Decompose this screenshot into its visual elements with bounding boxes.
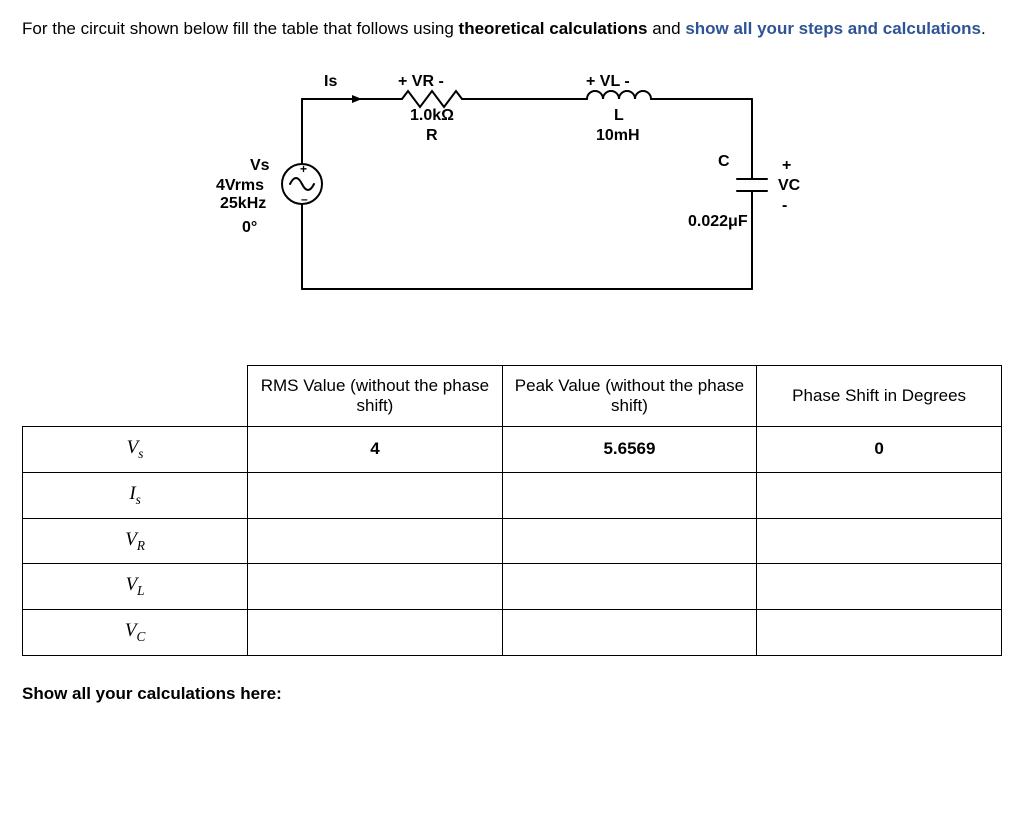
row-sym: Vs [23,426,248,472]
cell-rms [248,564,503,610]
label-rname: R [426,127,438,145]
header-rms: RMS Value (without the phase shift) [248,365,503,426]
table-row: VC [23,610,1002,656]
label-vsfreq: 25kHz [220,195,266,213]
table-row: Is [23,472,1002,518]
table-row: VL [23,564,1002,610]
label-vsname: Vs [250,157,270,175]
cell-peak: 5.6569 [502,426,757,472]
label-cname: C [718,153,730,171]
sym-sub: s [136,492,141,507]
cell-peak [502,610,757,656]
cell-peak [502,564,757,610]
cell-phase: 0 [757,426,1002,472]
prompt-text: For the circuit shown below fill the tab… [22,18,1002,41]
sym-sub: L [137,583,144,598]
label-rval: 1.0kΩ [410,107,454,125]
label-vr: + VR - [398,73,444,91]
cell-phase [757,610,1002,656]
cell-rms [248,610,503,656]
label-vsrms: 4Vrms [216,177,264,195]
label-cval: 0.022μF [688,213,748,231]
sym-main: V [126,574,138,595]
header-peak: Peak Value (without the phase shift) [502,365,757,426]
svg-text:+: + [300,162,307,176]
circuit-diagram: + – Is + VR - 1.0kΩ R + VL - L 10mH Vs 4… [192,69,832,309]
cell-phase [757,518,1002,564]
label-lval: 10mH [596,127,640,145]
cell-rms: 4 [248,426,503,472]
label-lname: L [614,107,624,125]
row-sym: VC [23,610,248,656]
prompt-pre: For the circuit shown below fill the tab… [22,19,459,38]
label-is: Is [324,73,337,91]
prompt-mid: and [648,19,686,38]
prompt-blue: show all your steps and calculations [685,19,981,38]
circuit-svg: + – [192,69,832,309]
sym-sub: s [138,446,143,461]
results-table: RMS Value (without the phase shift) Peak… [22,365,1002,656]
cell-phase [757,564,1002,610]
row-sym: VR [23,518,248,564]
sym-sub: C [136,629,145,644]
sym-main: V [125,620,137,641]
prompt-post: . [981,19,986,38]
sym-sub: R [137,537,145,552]
table-header-row: RMS Value (without the phase shift) Peak… [23,365,1002,426]
label-vl: + VL - [586,73,630,91]
header-phase: Phase Shift in Degrees [757,365,1002,426]
label-vcname: VC [778,177,800,195]
cell-rms [248,472,503,518]
svg-text:–: – [301,192,308,206]
sym-main: V [125,529,137,550]
header-blank [23,365,248,426]
cell-phase [757,472,1002,518]
label-vcminus: - [782,197,787,215]
cell-peak [502,518,757,564]
row-sym: Is [23,472,248,518]
table-row: VR [23,518,1002,564]
sym-main: V [127,437,139,458]
row-sym: VL [23,564,248,610]
prompt-bold1: theoretical calculations [459,19,648,38]
label-vsphase: 0° [242,219,257,237]
cell-rms [248,518,503,564]
table-row: Vs 4 5.6569 0 [23,426,1002,472]
calc-heading: Show all your calculations here: [22,684,1002,704]
label-vcplus: + [782,157,791,175]
cell-peak [502,472,757,518]
